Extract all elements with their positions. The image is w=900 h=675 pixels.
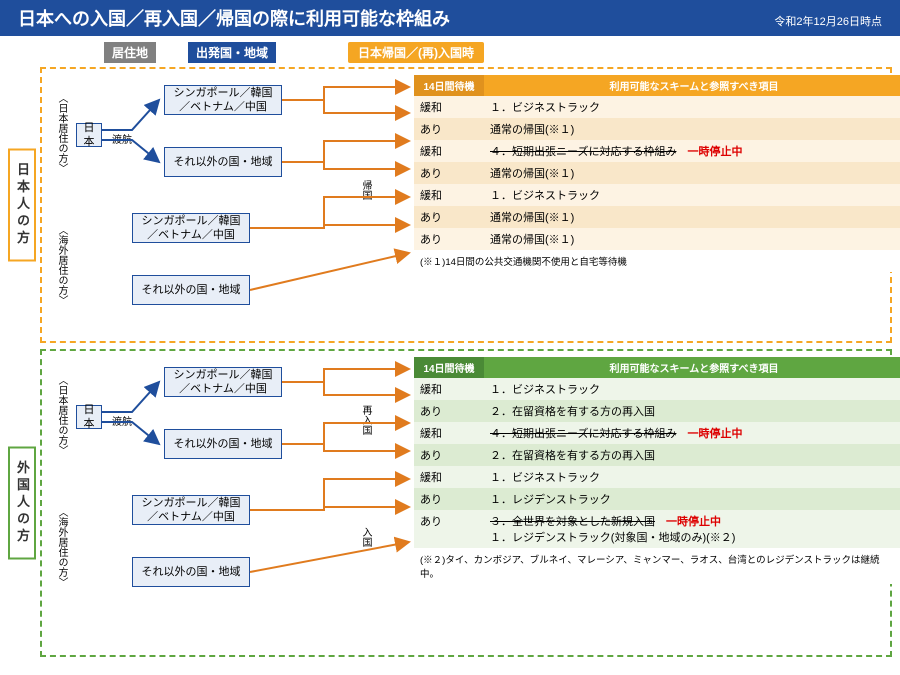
country-g1-c: シンガポール／韓国／ベトナム／中国 xyxy=(164,367,282,397)
col-residence: 居住地 xyxy=(104,42,156,63)
col-departure: 出発国・地域 xyxy=(188,42,276,63)
label-overseas-resident-1: 〈海外居住の方〉 xyxy=(54,225,69,305)
cell-scheme: １．ビジネストラック xyxy=(484,184,900,206)
note-foreigner: (※２)タイ、カンボジア、ブルネイ、マレーシア、ミャンマー、ラオス、台湾とのレジ… xyxy=(414,548,900,584)
th-scheme-2: 利用可能なスキームと参照すべき項目 xyxy=(484,357,900,378)
table-row: 緩和４．短期出張ニーズに対応する枠組み 一時停止中 xyxy=(414,140,900,162)
cell-wait: 緩和 xyxy=(414,422,484,444)
table-row: あり通常の帰国(※１) xyxy=(414,162,900,184)
note-japanese: (※１)14日間の公共交通機関不使用と自宅等待機 xyxy=(414,250,900,272)
table-row: あり２．在留資格を有する方の再入国 xyxy=(414,444,900,466)
table-row: あり通常の帰国(※１) xyxy=(414,206,900,228)
label-japan-resident-2: 〈日本居住の方〉 xyxy=(54,375,69,455)
table-row: 緩和４．短期出張ニーズに対応する枠組み 一時停止中 xyxy=(414,422,900,444)
cell-wait: あり xyxy=(414,162,484,184)
table-row: 緩和１．ビジネストラック xyxy=(414,96,900,118)
cell-scheme: 通常の帰国(※１) xyxy=(484,118,900,140)
cell-wait: あり xyxy=(414,488,484,510)
cell-scheme: ３．全世界を対象とした新規入国 一時停止中１．レジデンストラック(対象国・地域の… xyxy=(484,510,900,548)
vtab-foreigner: 外国人の方 xyxy=(8,447,36,560)
cell-scheme: １．ビジネストラック xyxy=(484,466,900,488)
th-scheme-1: 利用可能なスキームと参照すべき項目 xyxy=(484,75,900,96)
vtab-japanese: 日本人の方 xyxy=(8,149,36,262)
cell-wait: あり xyxy=(414,400,484,422)
column-headers: 居住地 出発国・地域 日本帰国／(再)入国時 xyxy=(40,42,892,63)
cell-wait: 緩和 xyxy=(414,466,484,488)
flow-japanese: 〈日本居住の方〉 〈海外居住の方〉 日本 渡航 帰国 シンガポール／韓国／ベトナ… xyxy=(54,75,886,335)
country-g2-c: それ以外の国・地域 xyxy=(164,429,282,459)
cell-wait: あり xyxy=(414,228,484,250)
travel-label-2: 渡航 xyxy=(112,413,132,428)
table-row: あり３．全世界を対象とした新規入国 一時停止中１．レジデンストラック(対象国・地… xyxy=(414,510,900,548)
cell-scheme: １．ビジネストラック xyxy=(484,96,900,118)
table-row: あり通常の帰国(※１) xyxy=(414,228,900,250)
thead-foreigner: 14日間待機 利用可能なスキームと参照すべき項目 xyxy=(414,357,900,378)
table-row: 緩和１．ビジネストラック xyxy=(414,184,900,206)
cell-wait: 緩和 xyxy=(414,96,484,118)
th-wait-1: 14日間待機 xyxy=(414,75,484,96)
country-g2-a: それ以外の国・地域 xyxy=(164,147,282,177)
label-overseas-resident-2: 〈海外居住の方〉 xyxy=(54,507,69,587)
country-g2-b: それ以外の国・地域 xyxy=(132,275,250,305)
reentry-label: 再入国 xyxy=(358,405,373,435)
japan-box-1: 日本 xyxy=(76,123,102,147)
flow-foreigner: 〈日本居住の方〉 〈海外居住の方〉 日本 渡航 再入国 入国 シンガポール／韓国… xyxy=(54,357,886,649)
col-arrival: 日本帰国／(再)入国時 xyxy=(348,42,484,63)
section-foreigner: 外国人の方 〈日本居住の方〉 〈海外居住の方〉 日本 渡航 再入国 入国 シンガ… xyxy=(40,349,892,657)
country-g1-a: シンガポール／韓国／ベトナム／中国 xyxy=(164,85,282,115)
return-label-1: 帰国 xyxy=(358,180,373,200)
cell-scheme: 通常の帰国(※１) xyxy=(484,228,900,250)
label-japan-resident-1: 〈日本居住の方〉 xyxy=(54,93,69,173)
cell-scheme: 通常の帰国(※１) xyxy=(484,162,900,184)
country-g1-d: シンガポール／韓国／ベトナム／中国 xyxy=(132,495,250,525)
japan-box-2: 日本 xyxy=(76,405,102,429)
cell-scheme: ４．短期出張ニーズに対応する枠組み 一時停止中 xyxy=(484,140,900,162)
travel-label-1: 渡航 xyxy=(112,131,132,146)
cell-wait: あり xyxy=(414,510,484,548)
cell-scheme: ４．短期出張ニーズに対応する枠組み 一時停止中 xyxy=(484,422,900,444)
cell-wait: 緩和 xyxy=(414,378,484,400)
th-wait-2: 14日間待機 xyxy=(414,357,484,378)
thead-japanese: 14日間待機 利用可能なスキームと参照すべき項目 xyxy=(414,75,900,96)
page-header: 日本への入国／再入国／帰国の際に利用可能な枠組み 令和2年12月26日時点 xyxy=(0,0,900,36)
cell-wait: あり xyxy=(414,206,484,228)
cell-wait: あり xyxy=(414,118,484,140)
table-foreigner: 14日間待機 利用可能なスキームと参照すべき項目 緩和１．ビジネストラックあり２… xyxy=(414,357,900,584)
cell-scheme: １．ビジネストラック xyxy=(484,378,900,400)
table-row: 緩和１．ビジネストラック xyxy=(414,378,900,400)
cell-scheme: 通常の帰国(※１) xyxy=(484,206,900,228)
content: 居住地 出発国・地域 日本帰国／(再)入国時 日本人の方 〈日本居住の方〉 〈海… xyxy=(0,36,900,669)
page-date: 令和2年12月26日時点 xyxy=(774,13,882,29)
country-g2-d: それ以外の国・地域 xyxy=(132,557,250,587)
page-title: 日本への入国／再入国／帰国の際に利用可能な枠組み xyxy=(18,5,450,31)
cell-scheme: ２．在留資格を有する方の再入国 xyxy=(484,400,900,422)
cell-wait: あり xyxy=(414,444,484,466)
cell-scheme: ２．在留資格を有する方の再入国 xyxy=(484,444,900,466)
table-japanese: 14日間待機 利用可能なスキームと参照すべき項目 緩和１．ビジネストラックあり通… xyxy=(414,75,900,272)
cell-wait: 緩和 xyxy=(414,184,484,206)
table-row: あり１．レジデンストラック xyxy=(414,488,900,510)
entry-label: 入国 xyxy=(358,527,373,547)
cell-wait: 緩和 xyxy=(414,140,484,162)
section-japanese: 日本人の方 〈日本居住の方〉 〈海外居住の方〉 日本 渡航 帰国 シンガポール／… xyxy=(40,67,892,343)
table-row: あり２．在留資格を有する方の再入国 xyxy=(414,400,900,422)
table-row: 緩和１．ビジネストラック xyxy=(414,466,900,488)
country-g1-b: シンガポール／韓国／ベトナム／中国 xyxy=(132,213,250,243)
table-row: あり通常の帰国(※１) xyxy=(414,118,900,140)
cell-scheme: １．レジデンストラック xyxy=(484,488,900,510)
